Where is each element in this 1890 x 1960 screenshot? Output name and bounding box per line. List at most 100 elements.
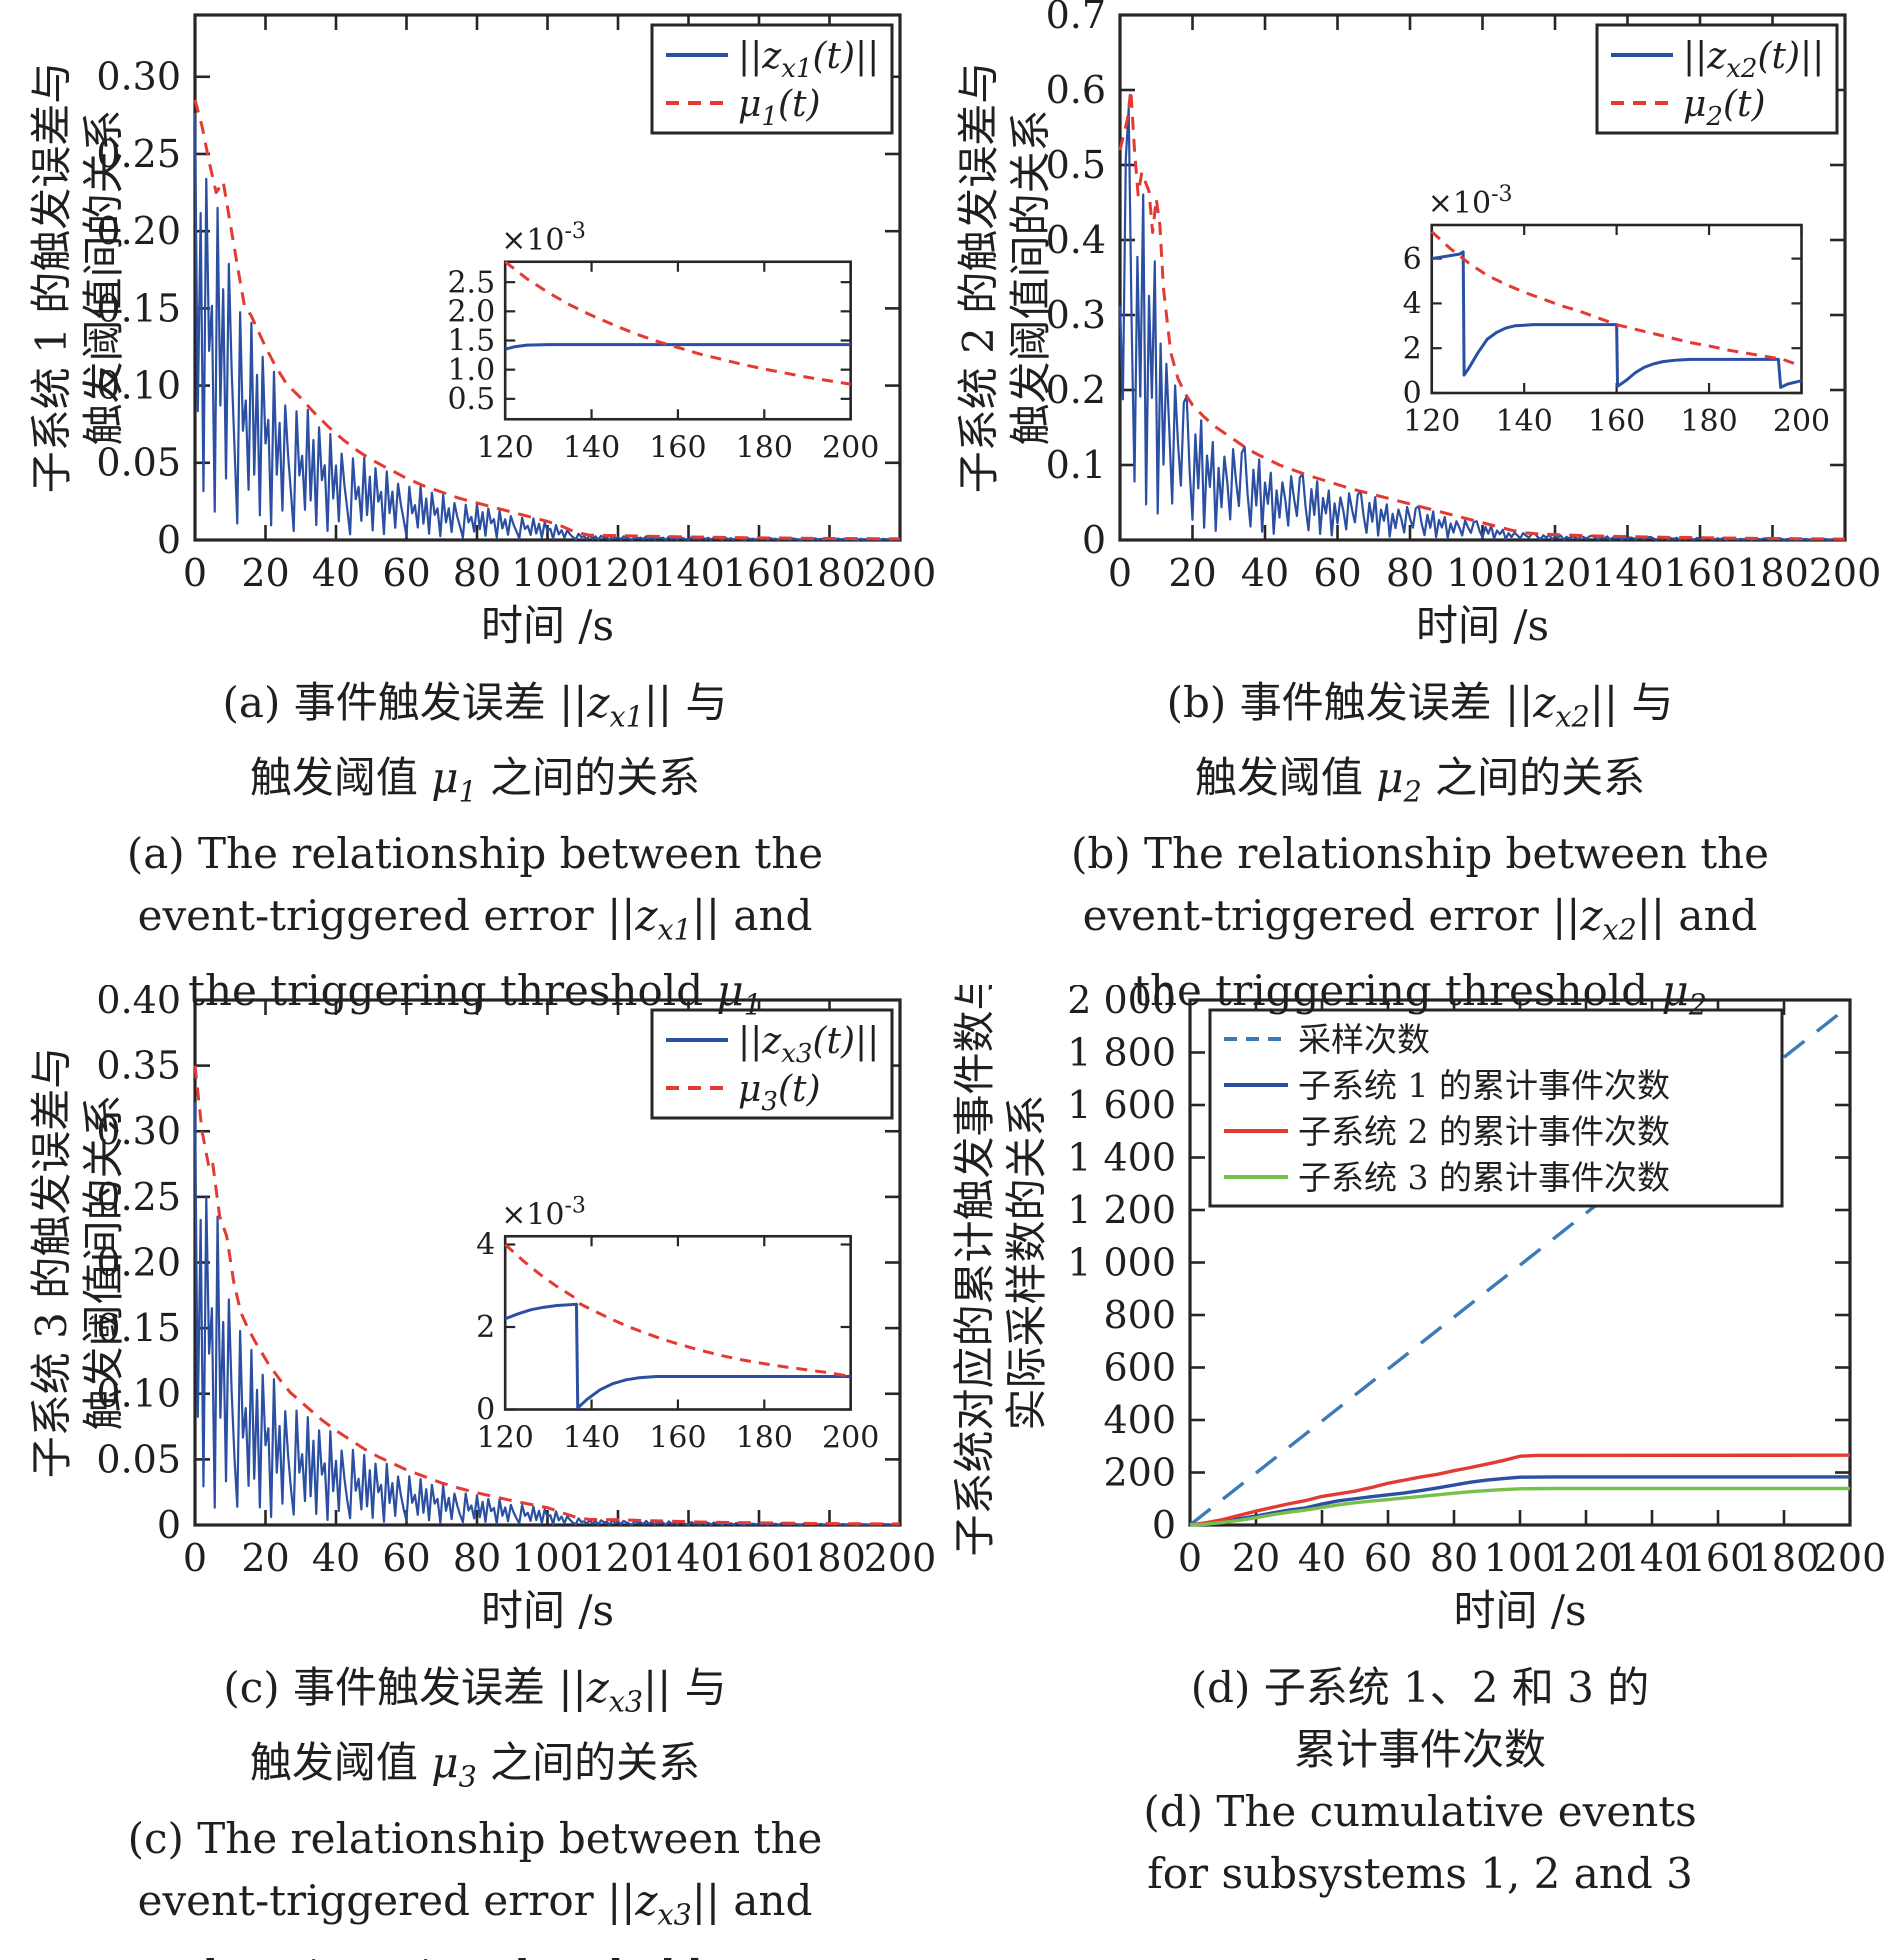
svg-text:100: 100 [511, 551, 584, 595]
svg-text:0.40: 0.40 [96, 985, 181, 1022]
svg-text:140: 140 [1496, 404, 1553, 439]
caption-line: 累计事件次数 [1293, 1725, 1546, 1774]
svg-text:0: 0 [183, 551, 207, 595]
svg-text:2: 2 [476, 1310, 495, 1345]
caption-a: (a) 事件触发误差 ||zx1|| 与 触发阈值 μ1 之间的关系 (a) T… [35, 672, 915, 1036]
svg-text:160: 160 [1588, 404, 1645, 439]
svg-text:200: 200 [864, 551, 937, 595]
svg-text:160: 160 [1682, 1536, 1755, 1580]
caption-line: the triggering threshold μ1 [188, 966, 762, 1022]
svg-text:40: 40 [312, 1536, 360, 1580]
svg-text:20: 20 [1232, 1536, 1280, 1580]
svg-text:×10-3: ×10-3 [1428, 182, 1513, 221]
svg-text:0.15: 0.15 [96, 1306, 181, 1350]
svg-text:140: 140 [1591, 551, 1664, 595]
svg-text:μ3(t): μ3(t) [738, 1069, 821, 1117]
svg-text:160: 160 [649, 1421, 706, 1456]
svg-text:160: 160 [723, 551, 796, 595]
svg-text:实际采样数的关系: 实际采样数的关系 [1002, 1094, 1051, 1430]
svg-text:180: 180 [793, 1536, 866, 1580]
caption-line: for subsystems 1, 2 and 3 [1147, 1849, 1693, 1898]
caption-line: (b) 事件触发误差 ||zx2|| 与 [1166, 678, 1674, 734]
svg-text:140: 140 [652, 1536, 725, 1580]
svg-text:0.05: 0.05 [96, 441, 181, 485]
svg-text:0.25: 0.25 [96, 132, 181, 176]
caption-line: event-triggered error ||zx3|| and [137, 1875, 813, 1932]
caption-line: the triggering threshold μ3 [35, 1945, 915, 1960]
svg-text:0.30: 0.30 [96, 55, 181, 99]
svg-text:0.30: 0.30 [96, 1109, 181, 1153]
svg-text:140: 140 [1616, 1536, 1689, 1580]
svg-text:60: 60 [382, 551, 430, 595]
caption-c: (c) 事件触发误差 ||zx3|| 与 触发阈值 μ3 之间的关系 (c) T… [35, 1657, 915, 1960]
svg-text:2.0: 2.0 [447, 295, 495, 330]
svg-text:120: 120 [477, 430, 534, 465]
svg-text:0.10: 0.10 [96, 364, 181, 408]
svg-text:1 800: 1 800 [1067, 1030, 1176, 1074]
svg-text:μ2(t): μ2(t) [1683, 84, 1766, 132]
svg-text:0: 0 [183, 1536, 207, 1580]
svg-text:0.6: 0.6 [1046, 68, 1106, 112]
svg-text:子系统 1 的触发误差与: 子系统 1 的触发误差与 [27, 62, 76, 493]
svg-text:时间 /s: 时间 /s [1453, 1586, 1586, 1635]
svg-text:×10-3: ×10-3 [501, 219, 586, 258]
svg-text:100: 100 [511, 1536, 584, 1580]
svg-text:120: 120 [1403, 404, 1460, 439]
chart-b-event-error-vs-threshold-subsystem2: 0 20 40 60 80 100 120 140 160 180 20000.10.20.30.4… [954, 0, 1881, 650]
svg-text:160: 160 [1664, 551, 1737, 595]
svg-text:||zx1(t)||: ||zx1(t)|| [738, 36, 879, 84]
svg-text:采样次数: 采样次数 [1298, 1020, 1430, 1059]
svg-text:||zx2(t)||: ||zx2(t)|| [1683, 36, 1824, 84]
svg-text:60: 60 [1364, 1536, 1412, 1580]
svg-text:160: 160 [723, 1536, 796, 1580]
svg-text:400: 400 [1103, 1398, 1176, 1442]
svg-text:0.7: 0.7 [1046, 0, 1106, 37]
svg-text:40: 40 [1241, 551, 1289, 595]
svg-text:2.5: 2.5 [447, 265, 495, 300]
svg-text:子系统 1 的累计事件次数: 子系统 1 的累计事件次数 [1298, 1066, 1670, 1105]
svg-text:140: 140 [563, 430, 620, 465]
caption-line: (c) The relationship between the [127, 1813, 823, 1863]
svg-text:800: 800 [1103, 1293, 1176, 1337]
chart-a-event-error-vs-threshold-subsystem1: 0 20 40 60 80 10012014016018020000.050.100.15… [27, 13, 937, 650]
svg-text:0: 0 [1108, 551, 1132, 595]
svg-text:180: 180 [736, 1421, 793, 1456]
svg-text:0: 0 [1152, 1503, 1176, 1547]
svg-text:0: 0 [157, 518, 181, 562]
svg-text:120: 120 [1550, 1536, 1623, 1580]
svg-text:触发阈值间的关系: 触发阈值间的关系 [79, 1094, 128, 1430]
svg-text:0: 0 [157, 1503, 181, 1547]
svg-text:200: 200 [864, 1536, 937, 1580]
svg-text:180: 180 [1736, 551, 1809, 595]
svg-text:120: 120 [582, 1536, 655, 1580]
svg-text:180: 180 [736, 430, 793, 465]
svg-text:120: 120 [1519, 551, 1592, 595]
svg-text:时间 /s: 时间 /s [1416, 601, 1549, 650]
svg-text:200: 200 [822, 430, 879, 465]
svg-text:×10-3: ×10-3 [501, 1193, 586, 1232]
svg-text:1 000: 1 000 [1067, 1240, 1176, 1284]
svg-text:0.15: 0.15 [96, 286, 181, 330]
svg-text:120: 120 [582, 551, 655, 595]
chart-c-event-error-vs-threshold-subsystem3: 0 20 40 60 80 10012014016018020000.050.100.15… [27, 985, 937, 1635]
svg-text:4: 4 [476, 1228, 495, 1263]
svg-text:6: 6 [1403, 242, 1422, 277]
svg-text:0.3: 0.3 [1046, 293, 1106, 337]
svg-text:||zx3(t)||: ||zx3(t)|| [738, 1021, 879, 1069]
svg-text:子系统 2 的累计事件次数: 子系统 2 的累计事件次数 [1298, 1112, 1670, 1151]
caption-line: event-triggered error ||zx2|| and [1082, 890, 1758, 947]
svg-text:0: 0 [1178, 1536, 1202, 1580]
caption-line: 触发阈值 μ2 之间的关系 [1194, 753, 1646, 809]
chart-d-cumulative-events: 0 20 40 60 80 1001201401601802000200400600800… [950, 985, 1886, 1635]
svg-text:20: 20 [1168, 551, 1216, 595]
caption-line: (d) The cumulative events [1143, 1787, 1697, 1836]
svg-text:1 600: 1 600 [1067, 1083, 1176, 1127]
caption-line: (d) 子系统 1、2 和 3 的 [1190, 1663, 1650, 1712]
svg-text:子系统 3 的触发误差与: 子系统 3 的触发误差与 [27, 1047, 76, 1478]
svg-text:180: 180 [1748, 1536, 1821, 1580]
svg-text:60: 60 [1313, 551, 1361, 595]
svg-text:160: 160 [649, 430, 706, 465]
caption-line: (a) 事件触发误差 ||zx1|| 与 [222, 678, 728, 734]
svg-text:0.5: 0.5 [1046, 143, 1106, 187]
